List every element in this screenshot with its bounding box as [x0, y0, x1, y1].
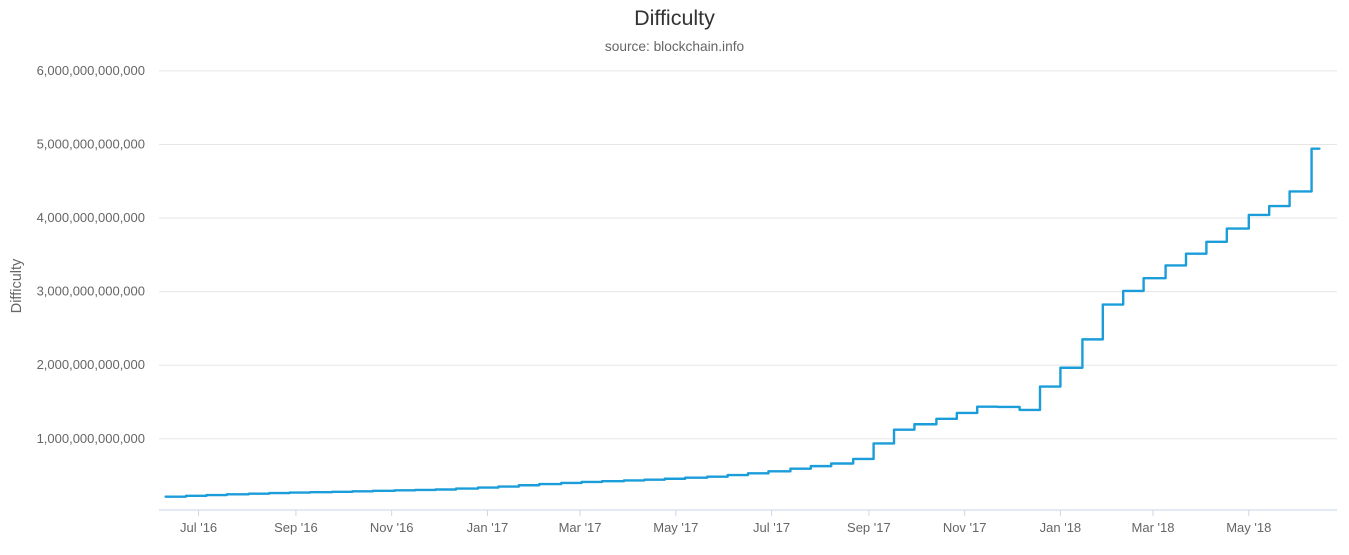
svg-text:Nov '17: Nov '17 — [943, 520, 987, 535]
svg-text:1,000,000,000,000: 1,000,000,000,000 — [37, 431, 145, 446]
svg-text:Mar '18: Mar '18 — [1132, 520, 1175, 535]
svg-text:5,000,000,000,000: 5,000,000,000,000 — [37, 136, 145, 151]
svg-text:Jul '17: Jul '17 — [753, 520, 790, 535]
svg-text:May '17: May '17 — [653, 520, 698, 535]
svg-text:3,000,000,000,000: 3,000,000,000,000 — [37, 284, 145, 299]
svg-text:4,000,000,000,000: 4,000,000,000,000 — [37, 210, 145, 225]
svg-text:Sep '16: Sep '16 — [274, 520, 318, 535]
svg-text:6,000,000,000,000: 6,000,000,000,000 — [37, 63, 145, 78]
svg-text:Jan '18: Jan '18 — [1040, 520, 1082, 535]
svg-text:Jan '17: Jan '17 — [467, 520, 509, 535]
svg-text:Sep '17: Sep '17 — [847, 520, 891, 535]
svg-text:Mar '17: Mar '17 — [559, 520, 602, 535]
svg-text:Nov '16: Nov '16 — [370, 520, 414, 535]
svg-text:2,000,000,000,000: 2,000,000,000,000 — [37, 357, 145, 372]
svg-text:Jul '16: Jul '16 — [180, 520, 217, 535]
svg-text:May '18: May '18 — [1226, 520, 1271, 535]
